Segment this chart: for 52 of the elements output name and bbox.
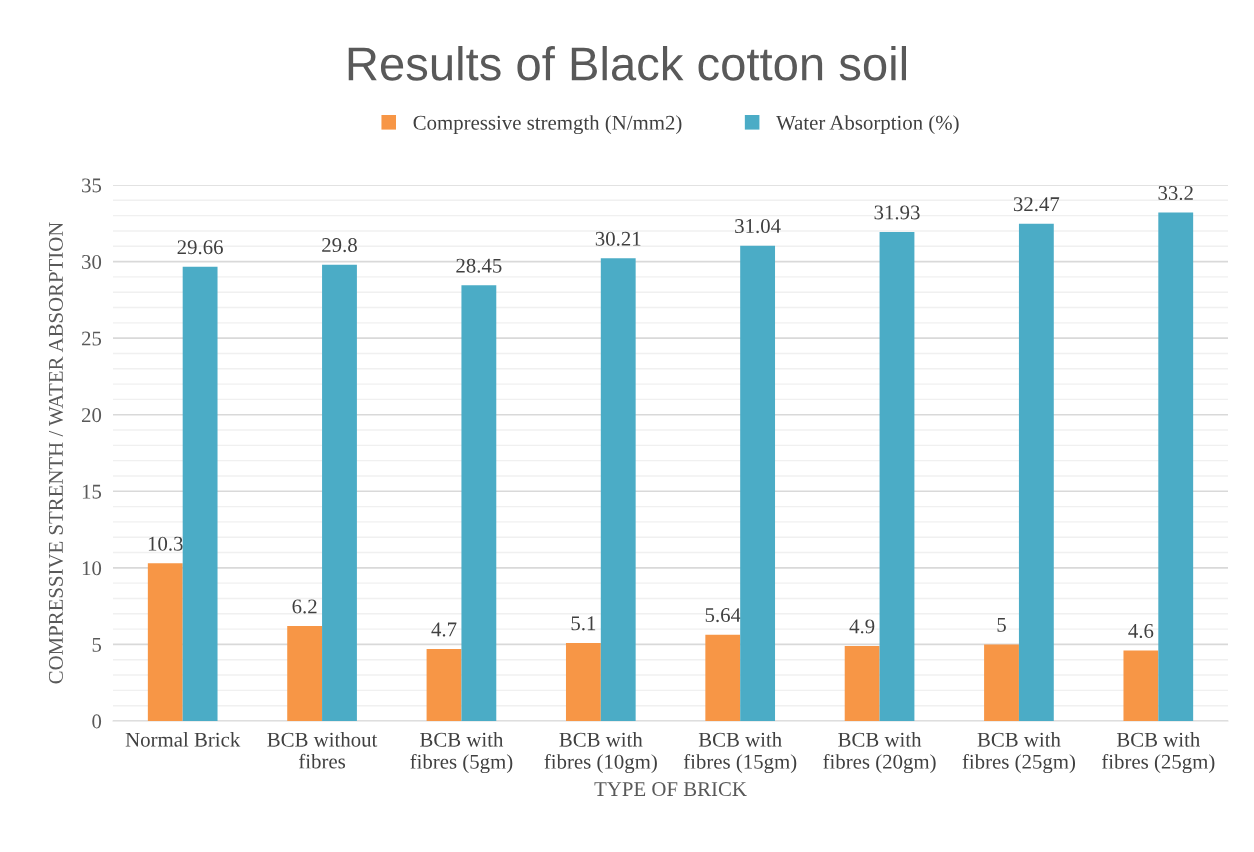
y-tick-label: 15 — [82, 484, 102, 499]
y-tick-label: 25 — [81, 331, 102, 346]
x-tick-label: BCB with fibres (15gm) — [683, 732, 797, 774]
legend-label: Compressive stremgth (N/mm2) — [413, 115, 682, 135]
data-label: 6.2 — [292, 599, 317, 614]
bar — [844, 645, 880, 721]
bar — [147, 563, 183, 721]
data-label: 29.66 — [177, 240, 223, 255]
bar — [984, 644, 1019, 721]
bar — [705, 634, 741, 721]
data-label: 5.1 — [571, 616, 596, 631]
bar — [182, 266, 218, 721]
data-label: 29.8 — [322, 238, 357, 253]
data-label: 5 — [997, 618, 1006, 632]
data-label: 10.3 — [148, 536, 183, 551]
data-label: 4.7 — [431, 622, 457, 637]
data-label: 31.93 — [874, 205, 920, 220]
x-tick-label: BCB with fibres (25gm) — [962, 732, 1076, 774]
bar — [1158, 212, 1194, 721]
y-tick-label: 5 — [92, 638, 102, 652]
bar — [565, 642, 601, 721]
x-tick-label: BCB with fibres (20gm) — [823, 732, 936, 774]
y-tick-label: 10 — [82, 561, 102, 576]
data-label: 28.45 — [456, 258, 502, 273]
data-label: 30.21 — [595, 231, 641, 246]
bar — [426, 649, 462, 721]
x-tick-label: Normal Brick — [125, 732, 241, 747]
data-label: 4.9 — [849, 619, 875, 634]
data-label: 33.2 — [1158, 186, 1193, 201]
legend-label: Water Absorption (%) — [776, 115, 959, 135]
data-label: 32.47 — [1013, 197, 1060, 212]
y-axis-title: COMPRESSIVE STRENTH / WATER ABSORPTION — [48, 222, 64, 684]
y-tick-label: 0 — [92, 714, 102, 729]
x-tick-label: BCB with fibres (5gm) — [410, 732, 513, 774]
bar — [1018, 223, 1054, 721]
bar — [461, 285, 497, 721]
bar — [740, 245, 776, 721]
bar — [1123, 650, 1159, 721]
bar — [322, 264, 357, 721]
x-tick-label: BCB with fibres (10gm) — [544, 732, 657, 774]
data-label: 4.6 — [1128, 623, 1154, 639]
x-tick-label: BCB without fibres — [267, 732, 378, 769]
x-tick-label: BCB with fibres (25gm) — [1101, 732, 1215, 774]
y-tick-label: 20 — [81, 408, 102, 423]
bar — [879, 232, 915, 721]
bar — [600, 258, 636, 721]
data-label: 31.04 — [735, 219, 781, 234]
x-axis-title: TYPE OF BRICK — [594, 782, 747, 797]
bar — [287, 626, 323, 721]
chart-title: Results of Black cotton soil — [348, 45, 906, 81]
y-tick-label: 30 — [82, 254, 102, 269]
y-tick-label: 35 — [82, 178, 102, 193]
